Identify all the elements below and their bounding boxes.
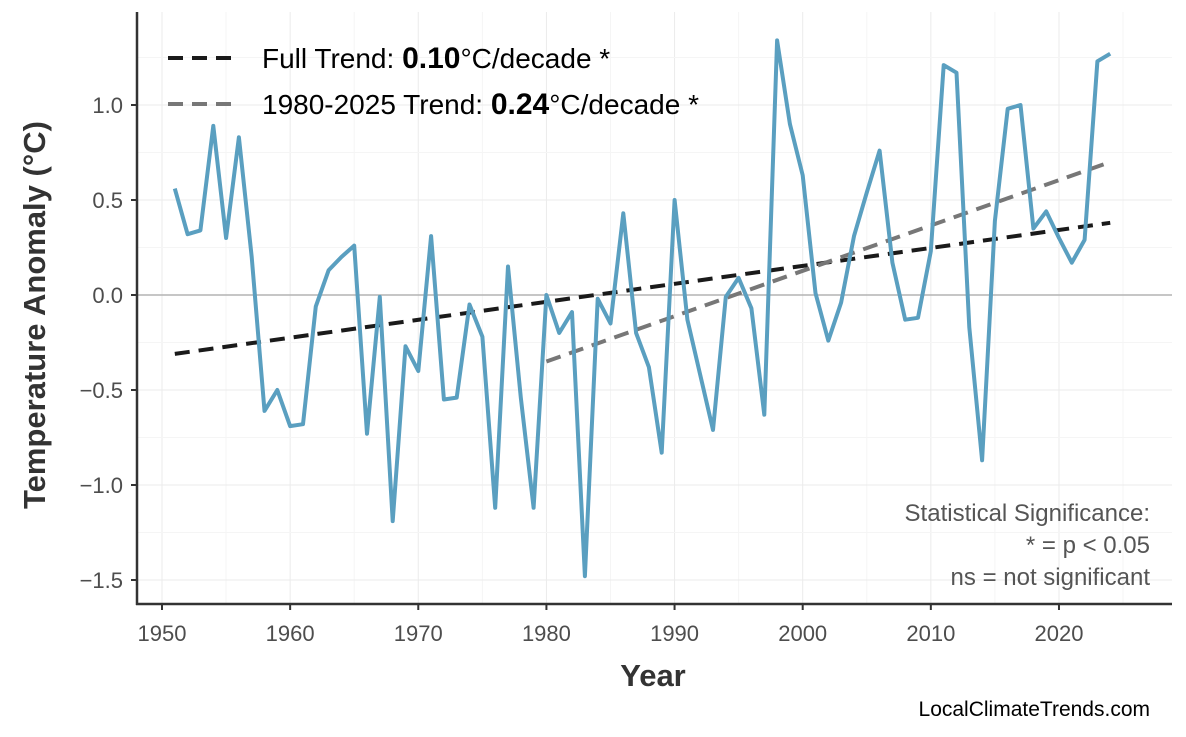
trend-lines xyxy=(174,160,1111,364)
y-axis-title: Temperature Anomaly (°C) xyxy=(17,121,52,509)
legend-label-full: Full Trend: 0.10°C/decade * xyxy=(262,42,610,75)
legend-label-recent: 1980-2025 Trend: 0.24°C/decade * xyxy=(262,88,699,121)
tick-labels: 1950 1960 1970 1980 1990 2000 2010 2020 −1.5 −1.0… xyxy=(80,93,1084,646)
series-line xyxy=(172,38,1112,579)
significance-title: Statistical Significance: xyxy=(905,500,1150,527)
x-tick-label: 1990 xyxy=(650,621,699,646)
axes xyxy=(135,12,1172,606)
x-tick-label: 2010 xyxy=(906,621,955,646)
trend-line-full xyxy=(174,220,1111,356)
legend: Full Trend: 0.10°C/decade * 1980-2025 Tr… xyxy=(168,42,699,121)
credit: LocalClimateTrends.com xyxy=(919,698,1150,721)
y-tick-label: −1.0 xyxy=(80,473,123,498)
y-tick-label: −0.5 xyxy=(80,378,123,403)
x-tick-label: 2000 xyxy=(778,621,827,646)
trend-line-recent xyxy=(545,160,1111,364)
y-tick-label: 0.0 xyxy=(92,283,123,308)
x-tick-label: 1950 xyxy=(138,621,187,646)
x-tick-label: 2020 xyxy=(1035,621,1084,646)
significance-ns: ns = not significant xyxy=(951,564,1151,591)
y-tick-label: 0.5 xyxy=(92,188,123,213)
x-tick-label: 1980 xyxy=(522,621,571,646)
y-tick-label: 1.0 xyxy=(92,93,123,118)
x-tick-label: 1960 xyxy=(266,621,315,646)
x-axis-title: Year xyxy=(620,658,686,693)
significance-star: * = p < 0.05 xyxy=(1026,532,1150,559)
y-tick-label: −1.5 xyxy=(80,568,123,593)
x-tick-label: 1970 xyxy=(394,621,443,646)
